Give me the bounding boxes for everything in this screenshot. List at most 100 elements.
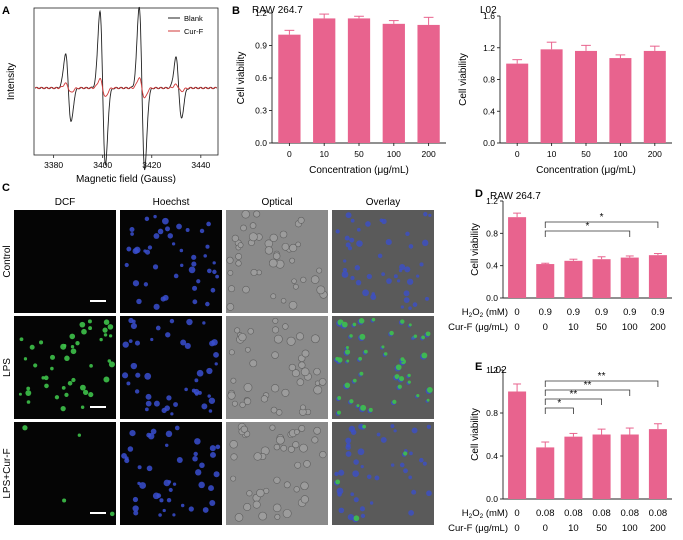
cell-outline xyxy=(273,334,283,344)
cell-outline xyxy=(286,336,296,346)
h2o2-row-label: H2O2 (mM) xyxy=(462,508,508,520)
x-axis-label: Concentration (μg/mL) xyxy=(536,165,636,176)
nucleus xyxy=(172,482,177,486)
nucleus xyxy=(345,451,352,457)
nucleus xyxy=(202,507,209,513)
nucleus xyxy=(212,261,216,265)
dcf-signal xyxy=(383,352,388,356)
dcf-signal xyxy=(103,333,108,337)
cell-outline xyxy=(272,317,279,324)
nucleus xyxy=(342,267,348,273)
nucleus xyxy=(188,506,194,512)
bar xyxy=(278,34,301,143)
cell-outline xyxy=(230,453,238,461)
nucleus xyxy=(345,437,352,444)
dcf-signal xyxy=(44,383,49,389)
dcf-signal xyxy=(71,377,76,383)
y-axis-label: Intensity xyxy=(6,63,17,100)
cell-outline xyxy=(280,298,287,304)
curf-value: 10 xyxy=(568,523,579,534)
curf-value: 0 xyxy=(543,322,548,333)
row-label-lpscurf: LPS+Cur-F xyxy=(2,448,13,498)
nucleus xyxy=(379,218,384,223)
dcf-signal xyxy=(381,345,385,349)
dcf-signal xyxy=(108,361,115,368)
cell-outline xyxy=(313,367,321,376)
nucleus xyxy=(165,226,170,232)
dcf-signal xyxy=(421,335,425,340)
nucleus xyxy=(173,402,178,407)
nucleus xyxy=(134,246,141,254)
dcf-signal xyxy=(421,352,428,359)
y-tick-label: 0.4 xyxy=(486,451,498,461)
nucleus xyxy=(199,462,205,469)
row-label-lps: LPS xyxy=(2,358,13,377)
nucleus xyxy=(131,319,136,324)
nucleus xyxy=(350,429,357,435)
h2o2-value: 0.08 xyxy=(592,508,611,519)
dcf-signal xyxy=(413,334,418,338)
dcf-signal xyxy=(344,382,351,389)
nucleus xyxy=(180,339,187,346)
nucleus xyxy=(146,432,151,438)
cell-outline xyxy=(248,232,258,242)
dcf-signal xyxy=(108,334,113,338)
dcf-signal xyxy=(349,399,354,404)
h2o2-value: 0.08 xyxy=(649,508,668,519)
dcf-signal xyxy=(358,356,363,361)
nucleus xyxy=(215,444,221,450)
curf-value: 0 xyxy=(514,523,519,534)
nucleus xyxy=(145,393,152,400)
cell-outline xyxy=(234,513,244,522)
bar xyxy=(648,255,667,298)
nucleus xyxy=(399,264,406,271)
nucleus xyxy=(136,298,142,305)
nucleus xyxy=(157,228,164,235)
nucleus xyxy=(132,505,139,512)
nucleus xyxy=(192,285,198,291)
dcf-signal xyxy=(358,318,365,324)
nucleus xyxy=(156,493,162,499)
nucleus xyxy=(405,231,410,237)
cell-outline xyxy=(296,378,305,386)
cell-outline xyxy=(300,404,306,411)
nucleus xyxy=(212,269,217,275)
nucleus xyxy=(386,278,392,284)
h2o2-value: 0 xyxy=(514,508,519,519)
chart-title: L02 xyxy=(480,5,497,16)
y-tick-label: 0.4 xyxy=(483,106,495,116)
curf-value: 50 xyxy=(596,322,607,333)
dcf-signal xyxy=(26,386,31,391)
column-header-hoechst: Hoechst xyxy=(153,197,190,208)
cell-outline xyxy=(295,332,304,341)
y-tick-label: 0.4 xyxy=(486,261,498,271)
panel-letter-e: E xyxy=(475,361,482,373)
nucleus xyxy=(428,213,432,217)
nucleus xyxy=(194,392,199,396)
dcf-signal xyxy=(89,364,93,368)
nucleus xyxy=(121,453,127,459)
dcf-signal xyxy=(407,380,411,384)
nucleus xyxy=(408,244,414,249)
chart-title: L02 xyxy=(490,365,507,376)
y-axis-label: Cell viability xyxy=(236,52,247,105)
nucleus xyxy=(411,427,418,434)
cell-outline xyxy=(316,267,323,274)
bar xyxy=(506,63,529,143)
cell-outline xyxy=(240,224,247,232)
nucleus xyxy=(173,273,179,279)
curf-value: 100 xyxy=(622,523,638,534)
nucleus xyxy=(366,474,372,479)
x-tick-label: 100 xyxy=(613,149,627,159)
nucleus xyxy=(334,471,339,477)
cell-outline xyxy=(293,429,300,435)
y-tick-label: 1.2 xyxy=(255,8,267,18)
nucleus xyxy=(426,424,431,429)
cell-outline xyxy=(271,326,280,334)
nucleus xyxy=(137,465,142,470)
nucleus xyxy=(201,403,208,410)
panel-a-esr-chart: 3380 3400 3420 3440 Magnetic field (Gauss) In… xyxy=(6,6,219,185)
x-axis-label: Magnetic field (Gauss) xyxy=(76,174,176,185)
nucleus xyxy=(206,367,213,375)
nucleus xyxy=(176,223,182,230)
